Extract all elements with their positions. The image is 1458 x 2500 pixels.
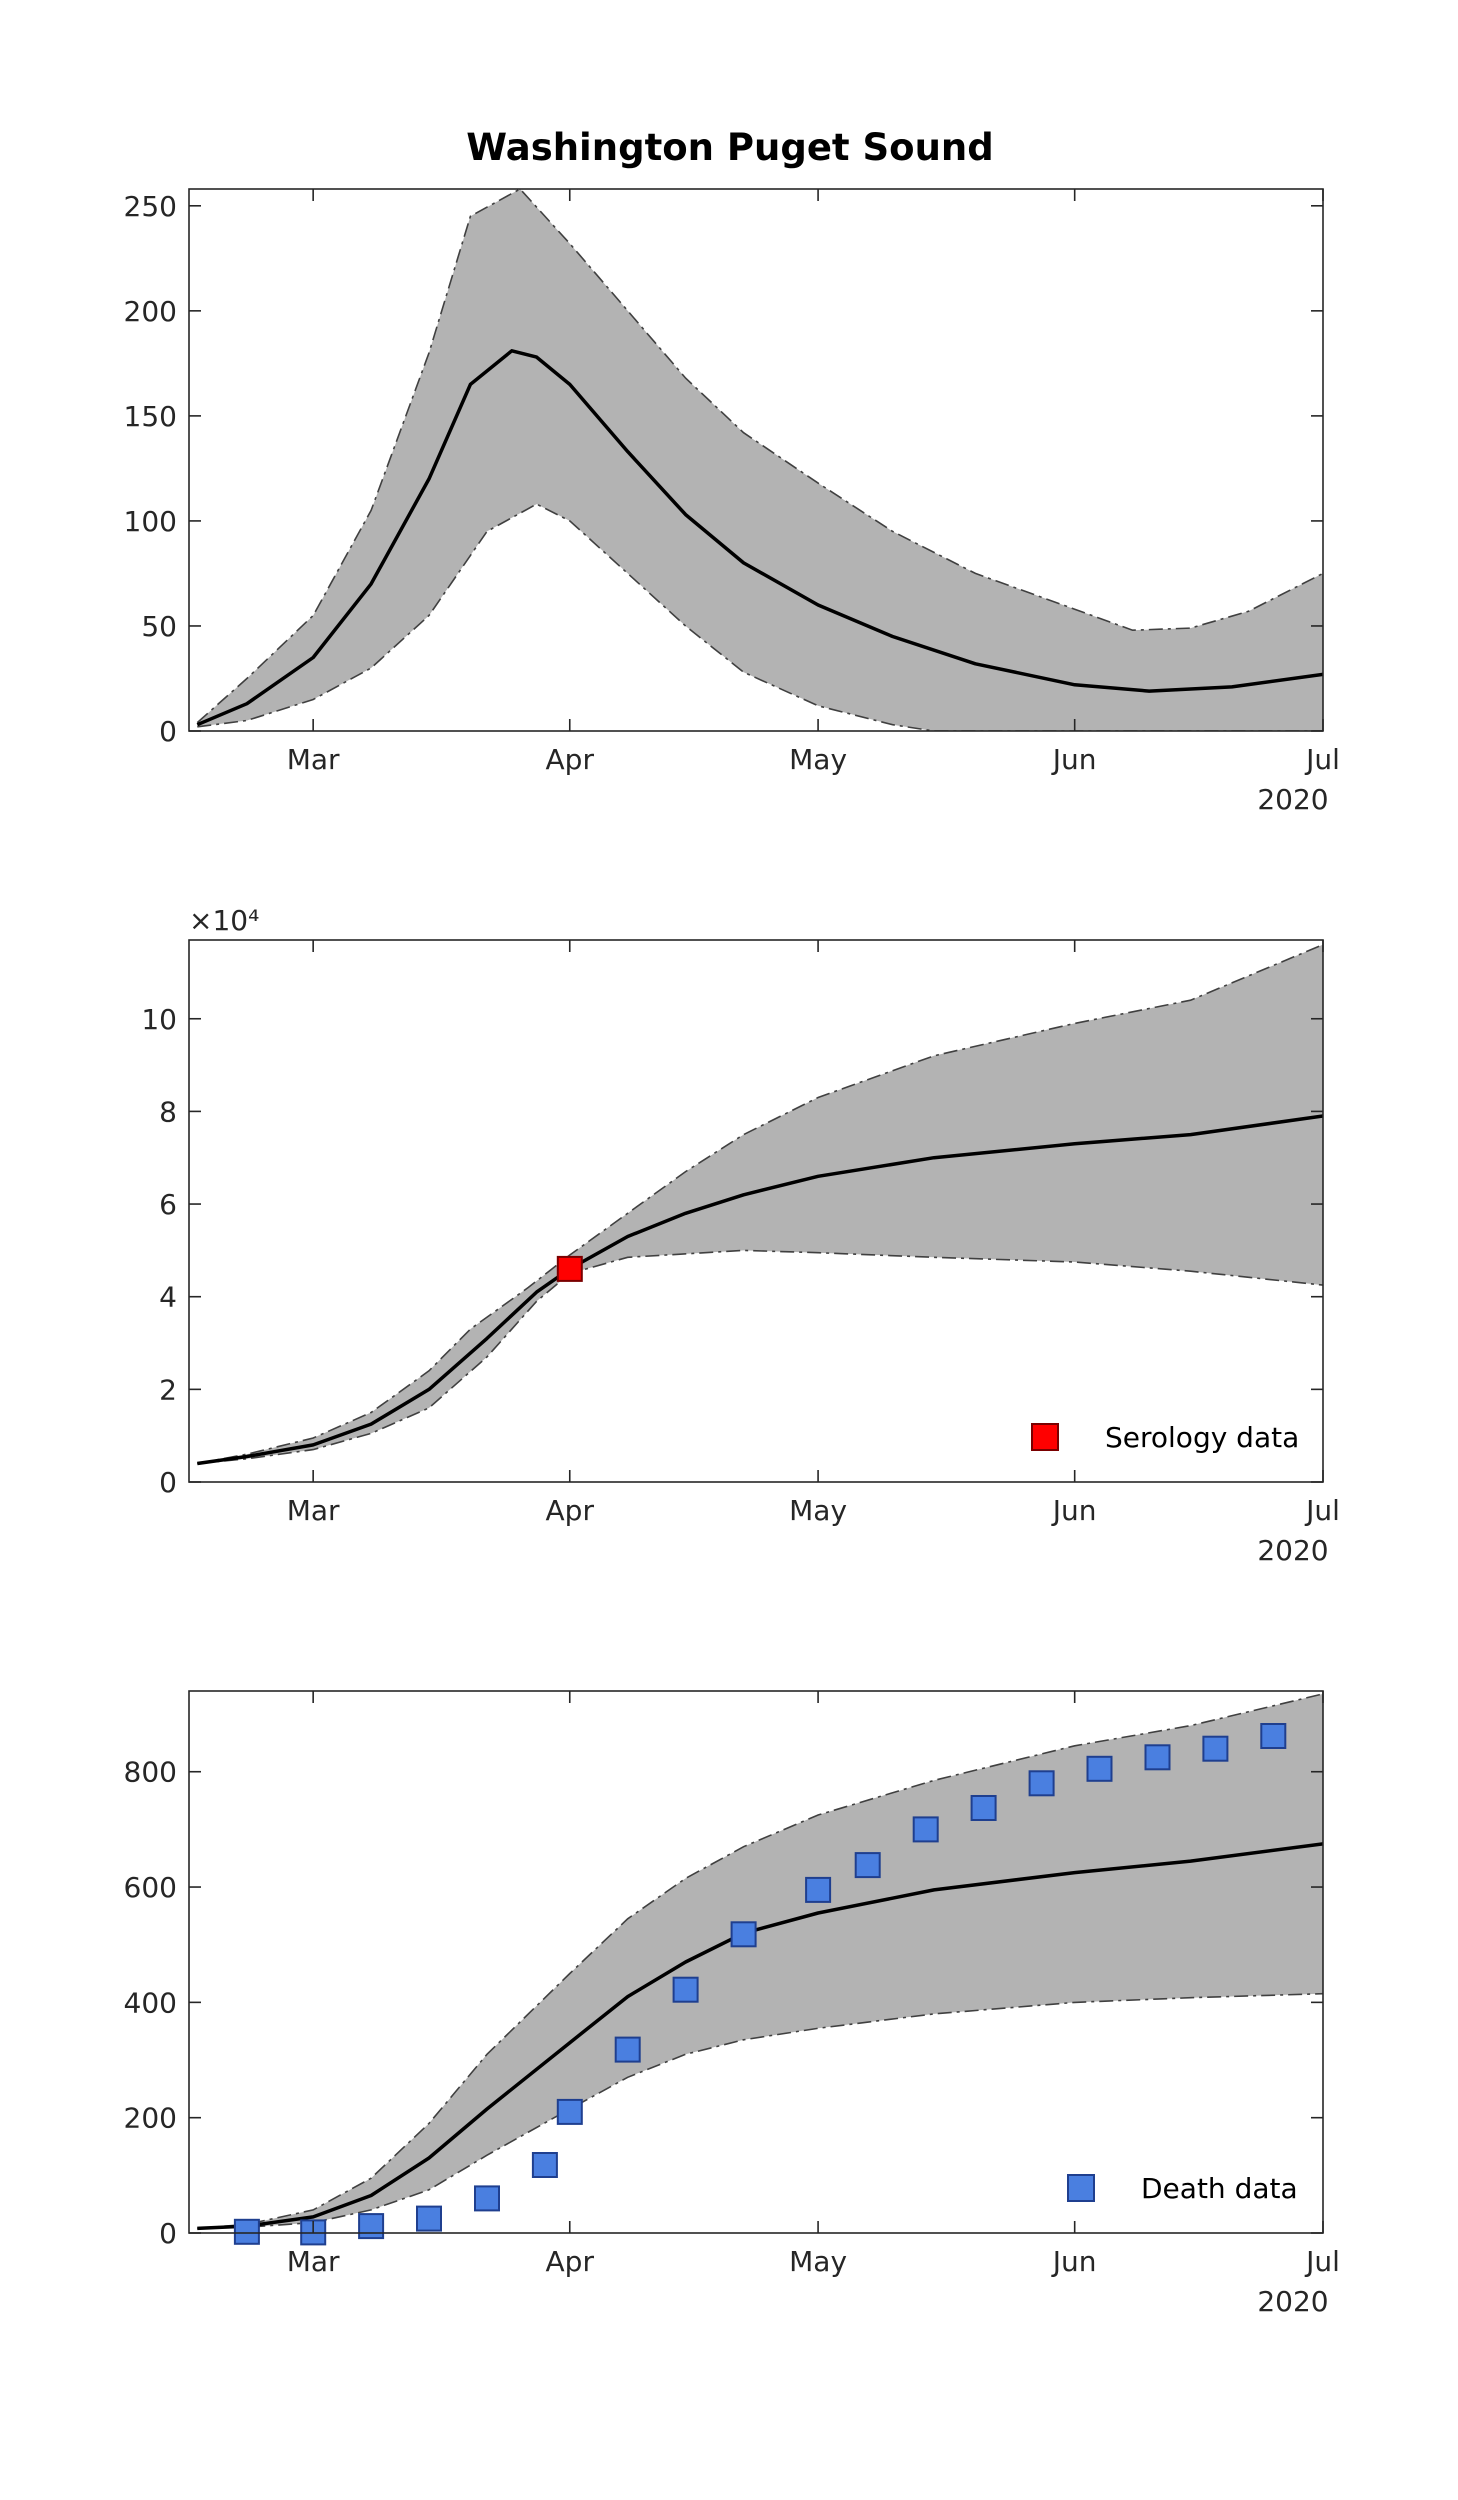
data-point [531, 2152, 558, 2178]
data-point [1086, 1755, 1113, 1782]
y-tick-label: 10 [141, 1003, 177, 1036]
y-tick-label: 0 [159, 1466, 177, 1499]
lower-bound-line [197, 503, 1323, 731]
median-line [196, 349, 1323, 727]
figure-title: Washington Puget Sound [466, 126, 994, 169]
axes-frame [188, 1690, 1324, 2234]
data-point [1202, 1735, 1229, 1762]
y-tick-label: 8 [159, 1095, 177, 1128]
y-tick-label: 800 [124, 1756, 177, 1789]
data-point [233, 2218, 260, 2245]
y-tick-label: 6 [159, 1188, 177, 1221]
upper-bound-line [197, 1693, 1323, 2230]
data-point [1028, 1770, 1055, 1797]
uncertainty-band [197, 1693, 1323, 2229]
data-point [730, 1921, 757, 1948]
y-tick-label: 150 [124, 400, 177, 433]
x-tick-label: Jun [1051, 743, 1097, 776]
panel-2: Mar Apr May Jun Jul 2020 0 2 4 6 8 10 ×10⁴ Serology d… [141, 904, 1340, 1567]
panel-1: Mar Apr May Jun Jul 2020 0 50 100 150 200 250 [124, 188, 1340, 816]
x-year-label: 2020 [1257, 1534, 1328, 1567]
y-tick-label: 0 [159, 2217, 177, 2250]
x-tick-label: Jul [1304, 2245, 1340, 2278]
panel-3: Mar Apr May Jun Jul 2020 0 200 400 600 800 Death da… [124, 1690, 1340, 2318]
x-tick-label: May [789, 743, 847, 776]
legend-label: Serology data [1105, 1421, 1299, 1454]
uncertainty-band [197, 189, 1323, 731]
plot-area [196, 189, 1323, 731]
y-tick-label: 250 [124, 190, 177, 223]
uncertainty-band [197, 944, 1323, 1464]
x-tick-label: May [789, 1494, 847, 1527]
x-tick-label: Mar [287, 743, 340, 776]
data-point [474, 2185, 500, 2212]
median-line [197, 1842, 1323, 2231]
x-tick-label: Jun [1051, 1494, 1097, 1527]
y-exponent-label: ×10⁴ [189, 904, 259, 937]
y-tick-label: 100 [124, 505, 177, 538]
x-year-label: 2020 [1257, 783, 1328, 816]
x-tick-label: May [789, 2245, 847, 2278]
x-tick-label: Mar [287, 1494, 340, 1527]
y-tick-label: 0 [159, 715, 177, 748]
legend-marker [1067, 2174, 1095, 2202]
data-point [854, 1852, 881, 1879]
data-point [672, 1976, 699, 2003]
y-tick-label: 400 [124, 1986, 177, 2019]
lower-bound-line [197, 1992, 1323, 2230]
data-point [614, 2036, 641, 2063]
data-point [556, 2098, 583, 2125]
data-point [556, 1255, 583, 1282]
x-year-label: 2020 [1257, 2285, 1328, 2318]
upper-bound-line [197, 943, 1323, 1465]
x-tick-label: Apr [546, 743, 595, 776]
axes-frame [188, 939, 1324, 1483]
y-tick-label: 200 [124, 295, 177, 328]
data-point [970, 1795, 997, 1821]
axes-frame [188, 188, 1324, 732]
median-line [197, 1114, 1323, 1466]
y-tick-label: 50 [141, 610, 177, 643]
plot-area [197, 1693, 1323, 2231]
upper-bound-line [196, 189, 1323, 724]
legend-label: Death data [1141, 2172, 1298, 2205]
data-point [416, 2205, 442, 2232]
y-tick-label: 600 [124, 1871, 177, 1904]
x-tick-label: Mar [287, 2245, 340, 2278]
y-tick-label: 4 [159, 1281, 177, 1314]
x-tick-label: Jul [1304, 743, 1340, 776]
legend-marker [1031, 1423, 1059, 1451]
x-tick-label: Jul [1304, 1494, 1340, 1527]
x-tick-label: Jun [1051, 2245, 1097, 2278]
y-tick-label: 200 [124, 2102, 177, 2135]
y-tick-label: 2 [159, 1373, 177, 1406]
x-tick-label: Apr [546, 1494, 595, 1527]
data-point [1144, 1744, 1171, 1771]
data-point [1260, 1723, 1287, 1749]
data-point [912, 1816, 939, 1843]
data-point [805, 1876, 832, 1903]
x-tick-label: Apr [546, 2245, 595, 2278]
data-point [358, 2213, 385, 2240]
